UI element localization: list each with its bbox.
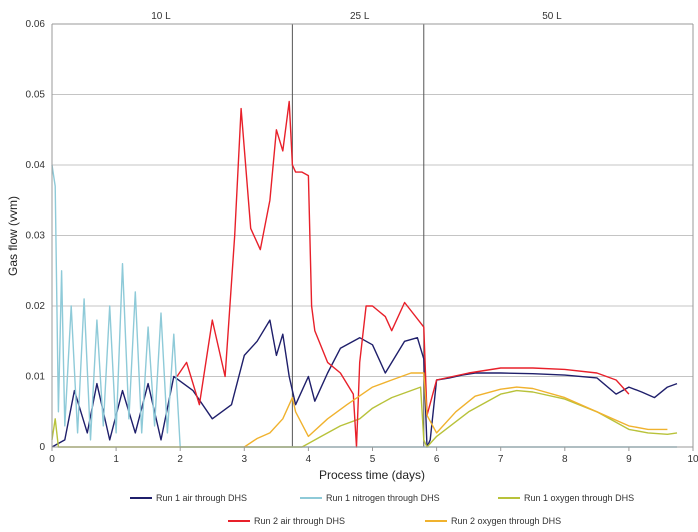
x-tick-label-3: 3 [242,454,248,465]
series-layer [51,100,678,448]
x-tick-label-4: 4 [306,454,312,465]
tick-layer: 0 1 2 3 4 5 6 7 8 9 10 0 0.01 0.02 0.03 0.04 0.05 0.06 [26,19,698,465]
x-tick-label-10: 10 [687,454,698,465]
legend-label-4: Run 2 air through DHS [254,516,345,526]
phase-label-1: 10 L [151,11,171,22]
legend-label-2: Run 1 nitrogen through DHS [326,493,440,503]
legend-label-1: Run 1 air through DHS [156,493,247,503]
y-axis-title: Gas flow (vvm) [6,196,20,276]
grid-layer [52,23,693,377]
x-tick-label-1: 1 [113,454,119,465]
x-tick-label-8: 8 [562,454,568,465]
phase-label-layer: 10 L 25 L 50 L [151,11,562,22]
series-line-4 [176,100,630,448]
x-tick-label-5: 5 [370,454,376,465]
series-line-3 [51,386,678,448]
phase-label-3: 50 L [542,11,562,22]
y-tick-label-5: 0.05 [26,90,46,101]
y-tick-label-2: 0.02 [26,301,46,312]
y-tick-label-6: 0.06 [26,19,46,30]
legend: Run 1 air through DHS Run 1 nitrogen thro… [130,493,634,526]
legend-label-5: Run 2 oxygen through DHS [451,516,561,526]
x-tick-label-7: 7 [498,454,504,465]
x-tick-label-2: 2 [177,454,183,465]
y-tick-label-1: 0.01 [26,372,46,383]
axis-layer [51,23,694,448]
series-line-1 [51,319,678,448]
series-line-5 [243,372,668,448]
x-tick-label-9: 9 [626,454,632,465]
y-tick-label-0: 0 [39,442,45,453]
x-axis-title: Process time (days) [319,468,425,482]
x-tick-label-6: 6 [434,454,440,465]
y-tick-label-3: 0.03 [26,231,46,242]
phase-label-2: 25 L [350,11,370,22]
x-tick-label-0: 0 [49,454,55,465]
y-tick-label-4: 0.04 [26,160,46,171]
legend-label-3: Run 1 oxygen through DHS [524,493,634,503]
